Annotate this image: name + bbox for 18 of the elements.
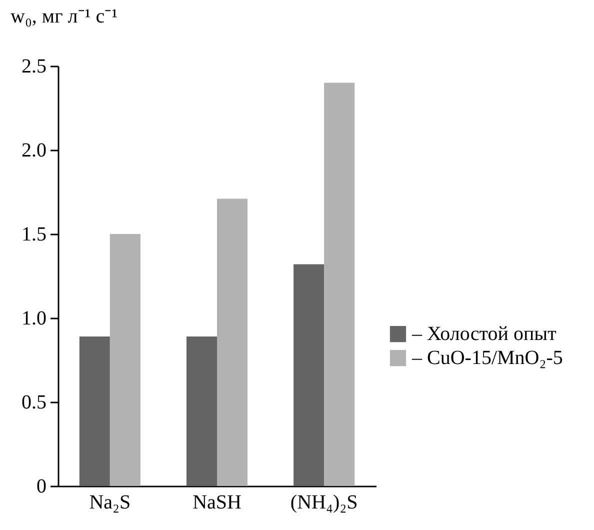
bar (294, 264, 324, 486)
y-tick-label: 0 (36, 476, 46, 498)
x-tick-label: (NH₄)₂S (290, 492, 358, 514)
x-tick-label: NaSH (192, 492, 242, 514)
y-tick-label: 0.5 (22, 392, 46, 414)
y-tick-label: 1.0 (22, 308, 46, 330)
bar (110, 234, 140, 486)
bar (186, 336, 217, 486)
bar (217, 198, 248, 486)
x-tick-label: Na₂S (89, 492, 131, 514)
y-tick-label: 2.5 (22, 56, 46, 78)
legend-label: – CuO-15/MnO₂-5 (411, 347, 563, 369)
bar (324, 82, 355, 486)
y-tick-label: 2.0 (22, 140, 46, 162)
legend-label: – Холостой опыт (411, 323, 557, 345)
y-tick-label: 1.5 (22, 224, 46, 246)
y-axis-title: w₀, мг л⁻¹ с⁻¹ (10, 6, 118, 28)
bar (79, 336, 110, 486)
